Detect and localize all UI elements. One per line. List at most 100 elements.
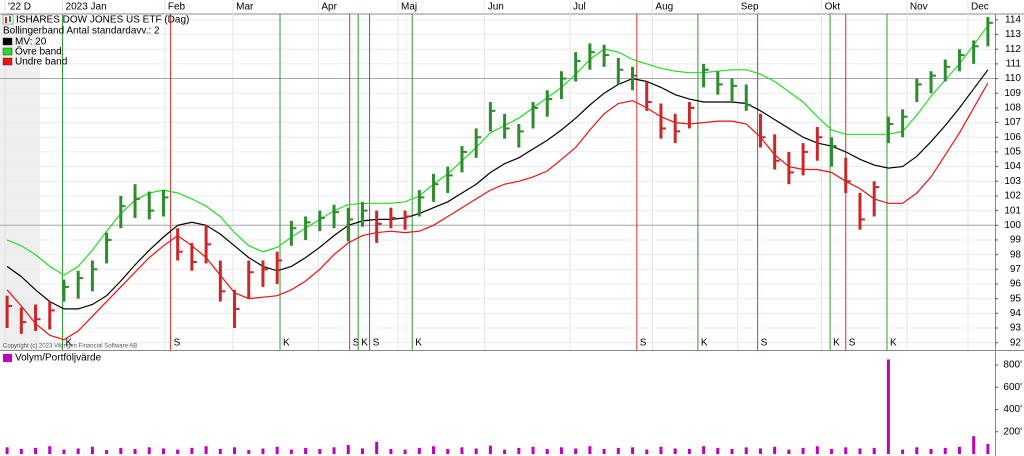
volume-bar [972,436,976,454]
x-tick-label: Jun [488,2,504,13]
band-line [6,82,989,341]
volume-bar [716,447,720,454]
signal-label: S [373,338,380,349]
x-tick-label: Nov [910,2,928,13]
band-line [6,69,989,310]
title-icon [2,14,14,25]
signal-label: S [353,338,360,349]
legend-label: Undre band [15,57,67,68]
volume-bar [488,445,492,454]
volume-bar [886,359,890,454]
signal-label: S [640,338,647,349]
y-tick-label: 100 [1004,220,1021,231]
volume-bar [332,447,336,454]
volume-bar [503,449,507,454]
legend-label: MV: 20 [15,37,47,48]
volume-tick-label: 200' [1003,426,1022,437]
volume-bar [432,446,436,454]
y-tick-label: 96 [1010,279,1022,290]
x-tick-label: Feb [168,2,186,13]
volume-bar [34,447,38,454]
volume-bar [176,449,180,454]
volume-bar [588,446,592,454]
volume-bar [460,447,464,454]
volume-bar [872,447,876,454]
y-tick-label: 107 [1004,117,1021,128]
volume-bar [105,450,109,454]
y-tick-label: 99 [1010,235,1022,246]
volume-bar [702,446,706,454]
chart-title: ISHARES DOW JONES US ETF (Dag) [16,15,189,26]
volume-bar [858,448,862,454]
volume-bar [446,448,450,454]
volume-bar [773,446,777,454]
volume-bar [801,447,805,454]
volume-bar [233,447,237,454]
volume-bar [730,448,734,454]
volume-bar [830,448,834,454]
volume-bar [261,448,265,454]
volume-bar [758,448,762,454]
signal-label: S [174,338,181,349]
y-tick-label: 95 [1010,293,1022,304]
volume-bar [19,448,23,454]
y-tick-label: 105 [1004,147,1021,158]
volume-bar [204,446,208,454]
y-tick-label: 106 [1004,132,1021,143]
signal-label: K [890,338,897,349]
volume-bar [943,447,947,454]
copyright: Copyright (c) 2023 Vikingen Financial So… [3,344,137,350]
signal-label: K [833,338,840,349]
volume-bar [545,448,549,454]
volume-bar [474,448,478,454]
volume-bar [929,448,933,454]
signal-label: K [415,338,422,349]
volume-bar [147,447,151,454]
x-tick-label: Jul [573,2,586,13]
volume-bar [559,447,563,454]
y-tick-label: 102 [1004,191,1021,202]
volume-bar [247,450,251,454]
volume-bar [389,448,393,454]
volume-bar [90,446,94,454]
x-tick-label: Mar [236,2,254,13]
volume-bar [631,447,635,454]
volume-bar [360,448,364,454]
y-tick-label: 109 [1004,88,1021,99]
volume-bar [602,448,606,454]
volume-bar [375,441,379,454]
volume-bar [659,446,663,454]
y-tick-label: 113 [1005,29,1021,40]
legend-swatch [2,47,13,56]
volume-bar [346,445,350,454]
x-tick-label: Apr [321,2,337,13]
volume-bar [915,447,919,454]
y-tick-label: 112 [1005,44,1021,55]
y-tick-label: 93 [1010,323,1022,334]
y-tick-label: 98 [1010,249,1022,260]
x-tick-label: Dec [971,2,989,13]
signal-label: K [701,338,708,349]
volume-tick-label: 400' [1003,404,1022,415]
volume-tick-label: 600' [1003,382,1022,393]
signal-label: K [361,338,368,349]
volume-bar [48,446,52,454]
volume-bar [403,449,407,454]
volume-bar [673,448,677,454]
volume-swatch [3,354,12,362]
volume-bar [616,447,620,454]
y-tick-label: 97 [1010,264,1022,275]
volume-bar [417,447,421,454]
x-tick-label: '22 D [8,2,31,13]
legend-swatch [2,37,13,46]
volume-bar [304,447,308,454]
volume-bar [161,448,165,454]
volume-bar [517,447,521,454]
signal-label: S [761,338,768,349]
legend-label: Övre band [15,46,62,58]
volume-bar [986,443,990,454]
volume-bar [815,446,819,454]
volume-bar [76,448,80,454]
